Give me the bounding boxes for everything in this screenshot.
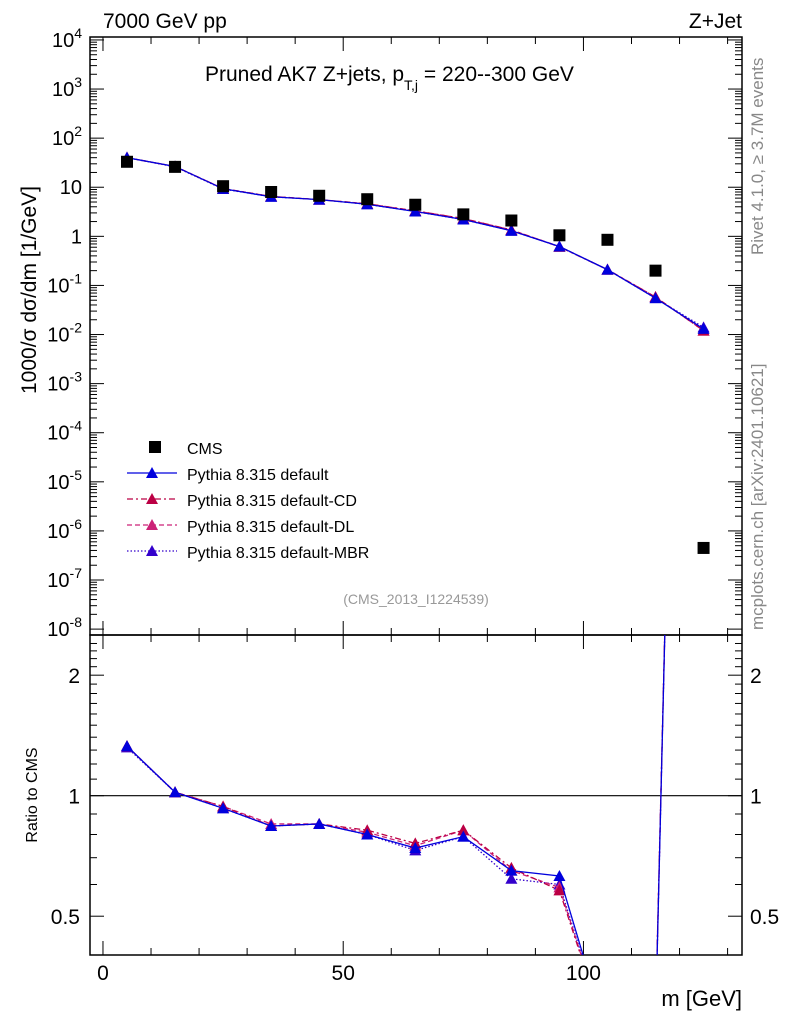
ratio-marker [553, 884, 566, 896]
y-tick-label: 10-7 [47, 565, 82, 592]
y-tick-label: 10-2 [47, 320, 82, 347]
analysis-id: (CMS_2013_I1224539) [343, 591, 489, 607]
x-tick-label: 0 [97, 962, 109, 985]
data-point [505, 214, 518, 227]
ratio-marker [361, 828, 374, 840]
y-tick-label: 10-4 [47, 418, 82, 445]
ratio-line [126, 635, 666, 955]
x-tick-label: 100 [566, 962, 601, 985]
x-axis-label: m [GeV] [661, 986, 742, 1011]
ratio-marker [650, 1011, 662, 1022]
data-point [649, 264, 662, 277]
data-point [120, 155, 133, 168]
ratio-tick-label-right: 1 [750, 786, 762, 809]
mcplots-info: mcplots.cern.ch [arXiv:2401.10621] [748, 364, 767, 630]
legend-label: Pythia 8.315 default-CD [187, 493, 357, 510]
series-marker [697, 322, 710, 334]
ratio-line [126, 635, 666, 955]
data-point [217, 180, 230, 193]
data-point [265, 185, 278, 198]
y-tick-label: 10-1 [47, 270, 82, 297]
ratio-line [126, 635, 666, 955]
ratio-axis-label: Ratio to CMS [24, 747, 41, 842]
ratio-tick-label-right: 2 [750, 665, 762, 688]
y-tick-label: 1 [71, 226, 82, 248]
y-tick-label: 10-6 [47, 516, 82, 543]
data-point [457, 208, 470, 221]
data-point [361, 193, 374, 206]
y-tick-label: 104 [52, 25, 82, 52]
y-tick-label: 103 [52, 74, 82, 101]
ratio-marker [169, 786, 182, 798]
legend-marker [146, 493, 158, 504]
series-line [126, 157, 704, 330]
y-tick-label: 10-5 [47, 467, 82, 494]
legend-marker-cms [149, 441, 161, 453]
legend-marker [146, 545, 158, 556]
ratio-marker [120, 740, 133, 752]
x-tick-label: 50 [332, 962, 355, 985]
series-marker [505, 224, 518, 236]
legend-label-cms: CMS [187, 441, 223, 458]
ratio-marker [650, 1017, 662, 1024]
series-marker [409, 205, 422, 217]
ratio-marker [313, 817, 326, 829]
ratio-tick-label-left: 0.5 [51, 906, 80, 929]
legend-label: Pythia 8.315 default [187, 467, 329, 484]
series-line [126, 157, 704, 328]
data-point [697, 541, 710, 554]
legend-marker [146, 519, 158, 530]
ratio-marker [553, 870, 566, 882]
y-axis-label: 1000/σ dσ/dm [1/GeV] [18, 186, 41, 394]
data-point [409, 198, 422, 211]
ratio-marker [217, 802, 230, 814]
y-tick-label: 10-3 [47, 369, 82, 396]
ratio-tick-label-right: 0.5 [750, 906, 779, 929]
ratio-marker [505, 864, 518, 876]
y-tick-label: 102 [52, 123, 82, 150]
header-right: Z+Jet [689, 10, 742, 33]
legend-marker [146, 467, 158, 478]
ratio-marker [457, 830, 470, 842]
legend-label: Pythia 8.315 default-DL [187, 519, 354, 536]
y-tick-label: 10 [60, 177, 82, 199]
ratio-marker [457, 824, 470, 836]
rivet-info: Rivet 4.1.0, ≥ 3.7M events [748, 58, 767, 255]
ratio-marker [505, 872, 518, 884]
data-point [313, 189, 326, 202]
y-tick-label: 10-8 [47, 614, 82, 641]
ratio-tick-label-left: 1 [68, 786, 80, 809]
ratio-marker [265, 820, 278, 832]
ratio-tick-label-left: 2 [68, 665, 80, 688]
ratio-marker [409, 842, 422, 854]
data-point [169, 160, 182, 173]
data-point [601, 233, 614, 246]
ratio-marker [650, 1017, 662, 1024]
ratio-line [126, 635, 666, 955]
series-marker [601, 263, 614, 275]
header-left: 7000 GeV pp [103, 10, 227, 33]
series-marker [553, 240, 566, 252]
ratio-marker [650, 1011, 662, 1022]
series-marker [649, 292, 662, 304]
chart-title: Pruned AK7 Z+jets, pT,j = 220--300 GeV [205, 63, 574, 93]
ratio-frame [89, 634, 743, 956]
main-plot-area [120, 151, 710, 554]
data-point [553, 229, 566, 242]
legend-label: Pythia 8.315 default-MBR [187, 545, 369, 562]
ratio-plot-area [120, 635, 666, 1024]
